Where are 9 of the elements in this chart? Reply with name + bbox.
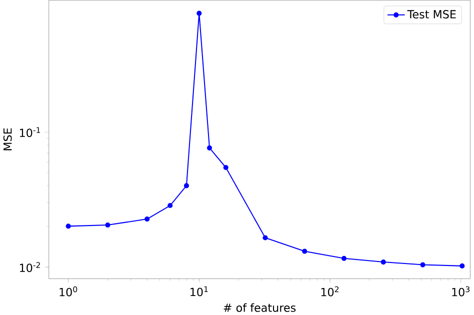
y-axis-title: MSE — [3, 128, 12, 150]
x-tick-label: 10$^{1}$ — [190, 286, 208, 296]
x-tick-label: 10$^{0}$ — [60, 286, 78, 296]
y-tick-label: 10$^{-1}$ — [20, 127, 40, 137]
legend-label: Test MSE — [407, 10, 456, 18]
y-tick-label: 10$^{-2}$ — [20, 262, 40, 272]
x-tick-label: 10$^{3}$ — [452, 286, 470, 296]
x-axis-title: # of features — [224, 303, 296, 312]
x-tick-label: 10$^{2}$ — [321, 286, 339, 296]
